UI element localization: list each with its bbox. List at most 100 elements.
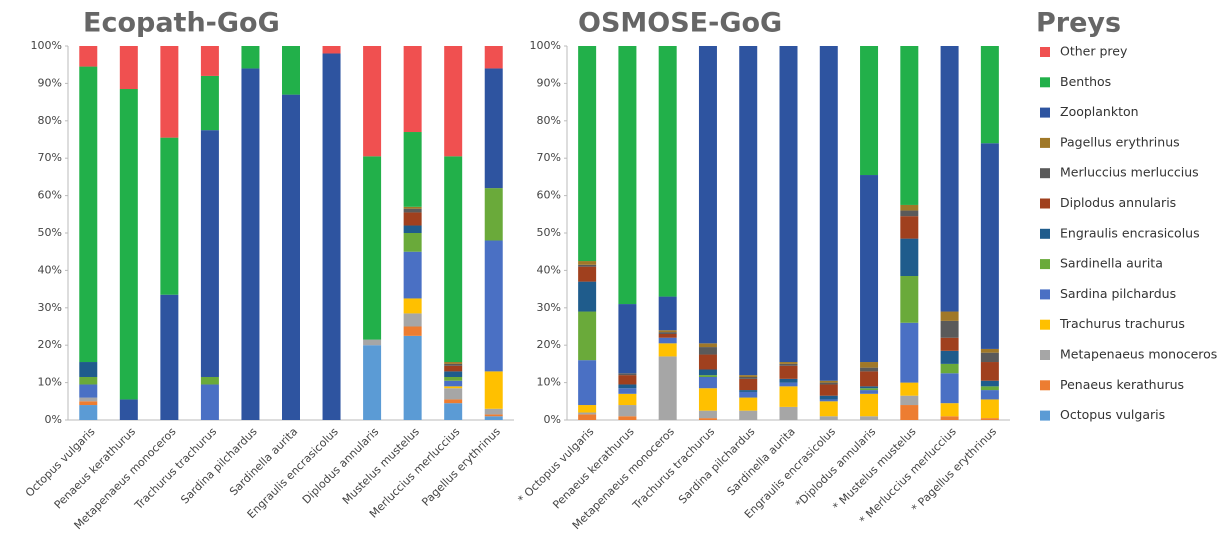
y-tick-label: 80% — [38, 114, 62, 127]
bar-segment — [698, 347, 717, 355]
bar-segment — [658, 46, 677, 297]
bar-segment — [940, 337, 959, 351]
bar-segment — [322, 46, 341, 54]
bar-segment — [900, 216, 919, 239]
bar-segment — [819, 382, 838, 385]
chart-title: Ecopath-GoG — [83, 8, 280, 39]
bar-segment — [578, 266, 597, 282]
bar-segment — [578, 261, 597, 265]
bar-segment — [79, 384, 98, 398]
bar-segment — [739, 391, 758, 398]
legend-label: Trachurus trachurus — [1059, 316, 1185, 331]
bar-segment — [282, 46, 300, 95]
legend-swatch — [1040, 259, 1050, 270]
bar-segment — [698, 354, 717, 370]
bar-segment — [900, 276, 919, 323]
x-tick-label: Octopus vulgaris — [23, 425, 98, 500]
bar-segment — [698, 375, 717, 377]
bar-segment — [860, 390, 879, 394]
y-tick-label: 100% — [530, 39, 561, 52]
bar-segment — [578, 405, 597, 413]
bar-segment — [578, 412, 597, 415]
y-tick-label: 50% — [38, 226, 62, 239]
legend-label: Sardina pilchardus — [1060, 286, 1176, 301]
bar-segment — [698, 46, 717, 344]
bar-segment — [739, 390, 758, 392]
bar-segment — [160, 46, 179, 138]
bar-segment — [980, 352, 999, 363]
bar-segment — [860, 416, 879, 420]
bar-segment — [860, 388, 879, 391]
bar-segment — [980, 390, 999, 400]
bar-segment — [900, 210, 919, 217]
y-tick-label: 20% — [38, 338, 62, 351]
bar-segment — [779, 46, 798, 363]
bar-segment — [578, 46, 597, 262]
bar-segment — [200, 130, 219, 377]
bar-segment — [444, 371, 463, 377]
bar-segment — [658, 332, 677, 334]
bar-segment — [444, 399, 463, 404]
bar-segment — [779, 363, 798, 366]
bar-segment — [363, 339, 382, 346]
bar-segment — [444, 403, 463, 420]
chart-title: OSMOSE-GoG — [578, 8, 782, 39]
bar-segment — [618, 304, 637, 374]
bar-segment — [658, 296, 677, 331]
bar-segment — [698, 376, 717, 389]
bar-segment — [403, 208, 422, 213]
legend-swatch — [1040, 380, 1050, 391]
bar-segment — [698, 418, 717, 420]
y-tick-label: 100% — [31, 39, 62, 52]
bar-segment — [739, 410, 758, 420]
bar-segment — [658, 333, 677, 338]
y-tick-label: 20% — [537, 338, 561, 351]
bar-segment — [79, 397, 98, 402]
bar-segment — [444, 363, 463, 366]
y-tick-label: 90% — [38, 76, 62, 89]
bar-segment — [618, 384, 637, 389]
bar-segment — [403, 326, 422, 336]
bar-segment — [698, 410, 717, 419]
legend-title: Preys — [1036, 8, 1121, 39]
bar-segment — [860, 386, 879, 389]
bar-segment — [779, 386, 798, 407]
legend-label: Metapenaeus monoceros — [1060, 347, 1217, 362]
bar-segment — [900, 405, 919, 420]
bar-segment — [578, 264, 597, 267]
bar-segment — [819, 384, 838, 396]
bar-segment — [119, 89, 138, 400]
bar-segment — [484, 414, 503, 417]
bar-segment — [698, 388, 717, 411]
bar-segment — [403, 251, 422, 299]
legend-swatch — [1040, 228, 1050, 239]
bar-segment — [940, 311, 959, 321]
y-tick-label: 60% — [537, 189, 561, 202]
bar-segment — [819, 46, 838, 381]
bar-segment — [900, 238, 919, 277]
legend-label: Penaeus kerathurus — [1060, 377, 1184, 392]
y-tick-label: 40% — [537, 263, 561, 276]
bar-segment — [980, 386, 999, 391]
bar-segment — [940, 403, 959, 417]
bar-segment — [444, 156, 463, 363]
bar-segment — [940, 416, 959, 420]
y-tick-label: 10% — [537, 376, 561, 389]
y-tick-label: 0% — [544, 413, 561, 426]
bar-segment — [819, 395, 838, 400]
bar-segment — [658, 356, 677, 420]
bar-segment — [779, 406, 798, 420]
y-tick-label: 10% — [38, 376, 62, 389]
bar-segment — [980, 362, 999, 381]
legend-swatch — [1040, 289, 1050, 300]
bar-segment — [900, 382, 919, 396]
bar-segment — [860, 367, 879, 372]
bar-segment — [403, 335, 422, 420]
bar-segment — [940, 363, 959, 374]
bar-segment — [698, 369, 717, 376]
bar-segment — [860, 46, 879, 176]
bar-segment — [444, 376, 463, 381]
bar-segment — [160, 294, 179, 420]
x-tick-label: Pagellus erythrinus — [419, 425, 503, 509]
x-tick-label: Mustelus mustelus — [340, 425, 422, 507]
